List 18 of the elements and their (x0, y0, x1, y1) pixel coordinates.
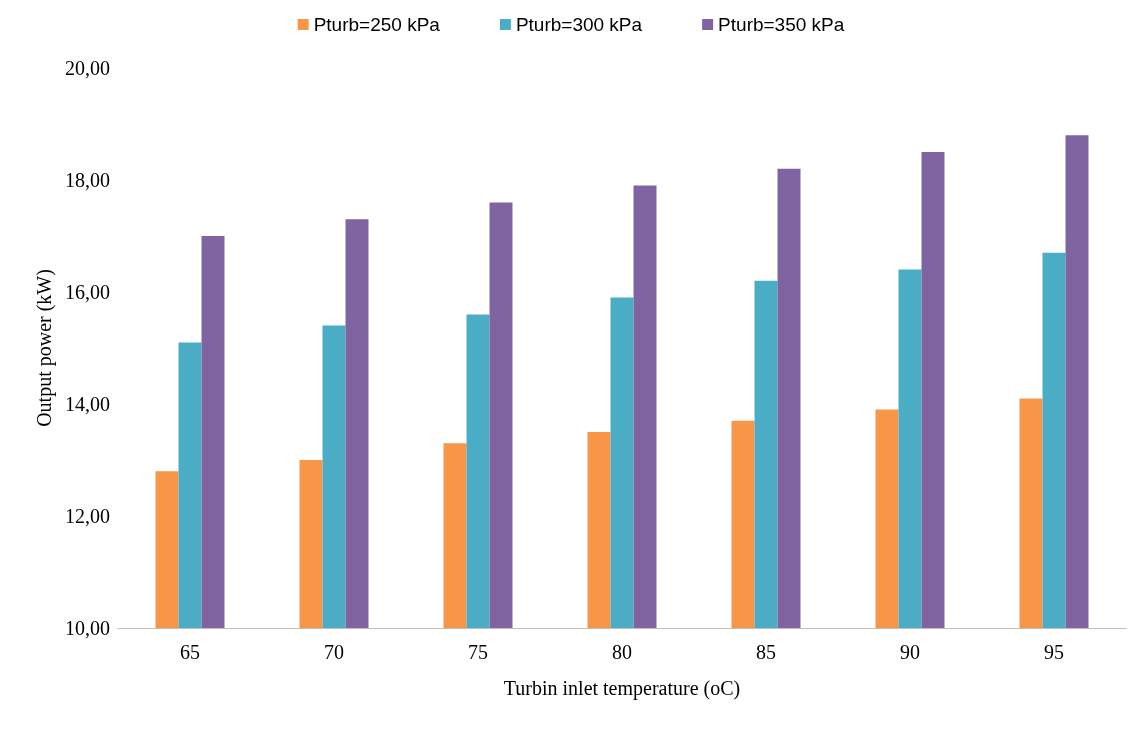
y-axis-title: Output power (kW) (33, 269, 57, 427)
legend-label: Pturb=300 kPa (515, 14, 643, 35)
y-tick-label: 16,00 (65, 281, 110, 303)
y-tick-label: 20,00 (65, 57, 110, 79)
legend-label: Pturb=350 kPa (718, 14, 845, 35)
x-tick-label: 80 (612, 641, 632, 663)
x-tick-label: 75 (468, 641, 488, 663)
x-tick-label: 90 (900, 641, 920, 663)
x-tick-label: 70 (324, 641, 344, 663)
x-axis-title: Turbin inlet temperature (oC) (503, 677, 741, 700)
legend-label: Pturb=250 kPa (313, 14, 441, 35)
y-tick-label: 12,00 (65, 505, 110, 527)
y-tick-label: 10,00 (65, 617, 110, 639)
x-tick-label: 85 (756, 641, 776, 663)
x-tick-label: 95 (1044, 641, 1064, 663)
y-tick-label: 18,00 (65, 169, 110, 191)
y-tick-label: 14,00 (65, 393, 110, 415)
x-tick-label: 65 (180, 641, 200, 663)
